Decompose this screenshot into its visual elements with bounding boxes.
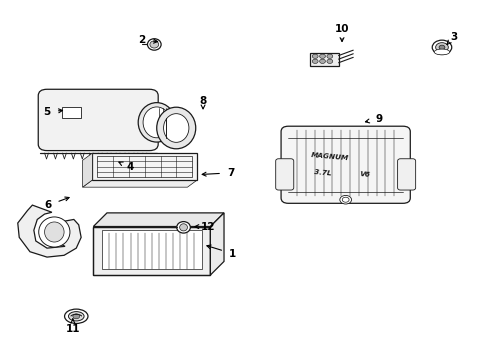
Text: 6: 6 xyxy=(45,200,52,210)
Polygon shape xyxy=(210,213,224,275)
Ellipse shape xyxy=(138,103,175,142)
Ellipse shape xyxy=(319,59,325,63)
Text: 3.7L: 3.7L xyxy=(313,169,331,176)
Ellipse shape xyxy=(339,195,351,204)
Text: 1: 1 xyxy=(228,248,235,258)
Ellipse shape xyxy=(157,107,195,149)
Text: 12: 12 xyxy=(200,222,215,231)
Text: 2: 2 xyxy=(138,35,145,45)
Ellipse shape xyxy=(150,41,158,48)
Text: 3: 3 xyxy=(449,32,457,41)
Ellipse shape xyxy=(176,222,190,233)
Ellipse shape xyxy=(64,309,88,323)
Ellipse shape xyxy=(143,107,170,138)
Text: 4: 4 xyxy=(126,162,133,172)
Bar xyxy=(102,230,201,269)
Text: 7: 7 xyxy=(227,168,234,178)
Ellipse shape xyxy=(73,314,80,319)
Ellipse shape xyxy=(326,59,332,63)
Polygon shape xyxy=(18,205,81,257)
Text: V6: V6 xyxy=(359,171,370,178)
Bar xyxy=(97,156,192,177)
Polygon shape xyxy=(82,153,92,187)
Ellipse shape xyxy=(163,114,188,142)
Ellipse shape xyxy=(68,312,84,321)
Ellipse shape xyxy=(312,59,318,63)
Polygon shape xyxy=(93,213,224,226)
Ellipse shape xyxy=(319,54,325,58)
Text: 8: 8 xyxy=(199,96,206,106)
Ellipse shape xyxy=(44,222,64,242)
Text: 10: 10 xyxy=(334,24,348,35)
Ellipse shape xyxy=(438,45,444,49)
Bar xyxy=(310,53,338,66)
Bar xyxy=(92,153,197,180)
Ellipse shape xyxy=(179,224,187,231)
Ellipse shape xyxy=(433,49,449,55)
Text: 9: 9 xyxy=(374,114,382,124)
FancyBboxPatch shape xyxy=(397,159,415,190)
Bar xyxy=(61,107,81,117)
Polygon shape xyxy=(82,180,197,187)
Ellipse shape xyxy=(39,217,70,247)
Text: 5: 5 xyxy=(43,107,51,117)
Ellipse shape xyxy=(435,42,447,52)
Text: MAGNUM: MAGNUM xyxy=(310,152,349,162)
Ellipse shape xyxy=(342,197,348,202)
Ellipse shape xyxy=(147,39,161,50)
Polygon shape xyxy=(93,226,210,275)
Ellipse shape xyxy=(431,40,451,54)
FancyBboxPatch shape xyxy=(275,159,293,190)
Ellipse shape xyxy=(312,54,318,58)
Text: 11: 11 xyxy=(65,324,80,334)
FancyBboxPatch shape xyxy=(281,126,409,203)
FancyBboxPatch shape xyxy=(38,89,158,150)
Ellipse shape xyxy=(326,54,332,58)
